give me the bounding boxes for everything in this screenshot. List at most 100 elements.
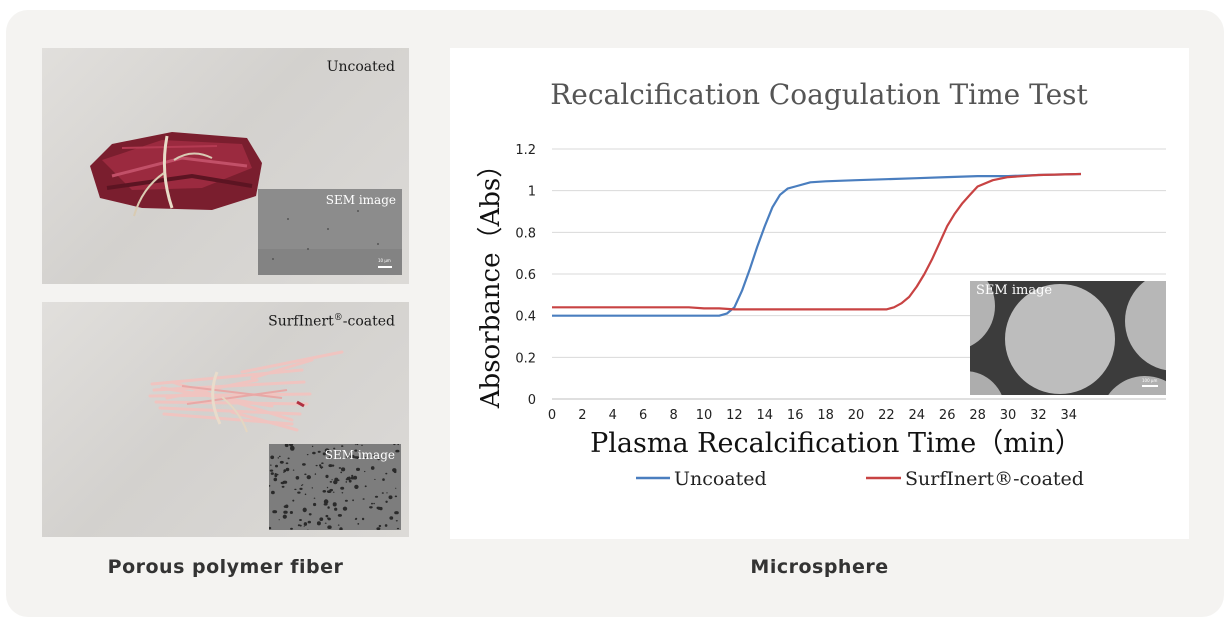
pore <box>306 454 309 456</box>
x-tick-label: 18 <box>817 408 834 423</box>
sem-image-label: SEM image <box>324 448 395 462</box>
inset-sem-label: SEM image <box>976 283 1053 298</box>
pore <box>356 467 360 471</box>
x-tick-label: 6 <box>639 408 647 423</box>
pore <box>370 466 375 470</box>
uncoated-line <box>552 172 1082 317</box>
pore <box>280 481 285 485</box>
pore <box>329 481 333 483</box>
pore <box>377 458 380 461</box>
pore <box>395 449 400 453</box>
pore <box>341 492 344 494</box>
pore <box>284 444 289 448</box>
pore <box>283 510 288 514</box>
pore <box>354 518 357 520</box>
microsphere-sem-inset: SEM image 100 μm <box>970 281 1166 395</box>
pore <box>394 495 398 498</box>
x-tick-label: 0 <box>548 408 556 423</box>
sem-image-label: SEM image <box>325 193 396 207</box>
scale-bar <box>1142 385 1158 387</box>
pore <box>301 485 303 486</box>
pore <box>316 521 321 526</box>
coated-photo-label: SurfInert®-coated <box>268 313 395 330</box>
pore <box>337 479 340 482</box>
coagulation-chart: Recalcification Coagulation Time Test 0 0.… <box>476 78 1166 490</box>
pore <box>333 447 336 450</box>
x-axis-title: Plasma Recalcification Time（min） <box>590 428 1082 459</box>
pore <box>340 486 345 490</box>
pore <box>325 474 329 479</box>
pore <box>299 524 302 527</box>
y-tick-label: 0 <box>528 393 536 408</box>
inset-scale-label: 100 μm <box>1142 378 1158 383</box>
pore <box>327 525 332 529</box>
pore <box>304 493 307 496</box>
pore <box>311 445 314 448</box>
pore <box>303 522 308 526</box>
pore <box>295 476 300 480</box>
pore <box>323 503 328 506</box>
pore <box>356 444 359 446</box>
y-tick-label: 0.8 <box>515 226 536 241</box>
pore <box>371 502 373 505</box>
coated-fiber-illustration <box>148 350 344 433</box>
pore <box>334 477 339 482</box>
pore <box>345 454 350 458</box>
pore <box>389 516 394 520</box>
x-tick-label: 2 <box>578 408 586 423</box>
pore <box>312 451 316 455</box>
pore <box>337 524 340 526</box>
x-tick-label: 22 <box>878 408 895 423</box>
y-tick-label: 0.2 <box>515 351 536 366</box>
pore <box>385 472 388 475</box>
pore <box>373 502 375 505</box>
pore <box>327 517 330 520</box>
uncoated-fiber-illustration <box>90 132 262 217</box>
pore <box>350 454 355 459</box>
pore <box>323 499 329 505</box>
pore <box>279 460 284 464</box>
pore <box>345 481 348 483</box>
y-axis-title: Absorbance（Abs） <box>476 152 506 409</box>
pore <box>374 495 379 498</box>
pore <box>274 473 277 476</box>
pore <box>292 499 295 502</box>
pore <box>327 506 330 509</box>
pore <box>290 527 293 530</box>
pore <box>364 457 367 459</box>
pore <box>364 485 367 488</box>
pore <box>354 484 359 489</box>
pore <box>287 457 290 460</box>
pore <box>315 464 318 467</box>
pore <box>395 487 397 489</box>
pore <box>297 491 301 494</box>
pore <box>328 456 332 459</box>
pore <box>331 464 335 467</box>
pore <box>273 477 278 482</box>
coated-line <box>552 172 1082 311</box>
pore <box>341 445 344 447</box>
pore <box>285 467 290 472</box>
pore <box>289 444 294 447</box>
pore <box>351 474 354 478</box>
pore <box>285 462 289 465</box>
pore <box>352 499 354 502</box>
pore <box>275 464 278 468</box>
pore <box>346 476 351 481</box>
pore <box>302 507 307 513</box>
pore <box>281 485 285 488</box>
pore <box>388 495 393 500</box>
pore <box>328 464 333 468</box>
pore <box>362 498 365 500</box>
pore <box>382 478 385 481</box>
pore <box>311 487 313 489</box>
pore <box>270 455 275 460</box>
pore <box>377 506 382 510</box>
pore <box>299 519 302 521</box>
pore <box>378 524 382 528</box>
scale-bar <box>378 266 392 268</box>
pore <box>361 517 365 521</box>
pore <box>344 499 348 502</box>
pore <box>325 514 329 518</box>
x-tick-label: 4 <box>609 408 617 423</box>
